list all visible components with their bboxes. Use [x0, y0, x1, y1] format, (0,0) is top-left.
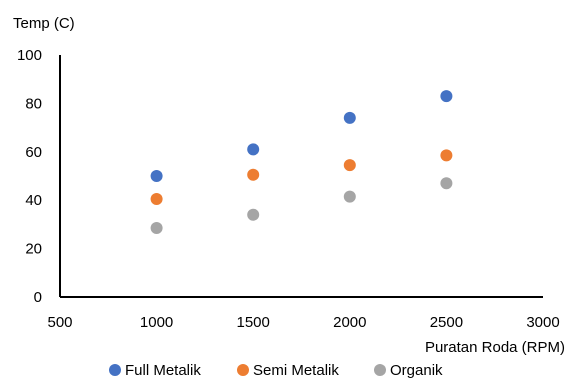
legend: Full Metalik Semi Metalik Organik [109, 362, 443, 379]
legend-marker-organik [374, 364, 386, 376]
x-axis-ticks: 500 1000 1500 2000 2500 3000 [47, 314, 559, 331]
point-full-metalik [247, 143, 260, 156]
legend-marker-full-metalik [109, 364, 121, 376]
point-full-metalik [440, 90, 453, 103]
y-tick-label: 80 [25, 95, 42, 112]
y-axis-ticks: 0 20 40 60 80 100 [17, 47, 42, 306]
point-semi-metalik [247, 168, 260, 181]
point-semi-metalik [343, 159, 356, 172]
x-tick-label: 3000 [526, 314, 559, 331]
y-tick-label: 100 [17, 47, 42, 64]
point-semi-metalik [150, 192, 163, 205]
x-tick-label: 1000 [140, 314, 173, 331]
point-semi-metalik [440, 149, 453, 162]
y-tick-label: 0 [34, 289, 42, 306]
data-points [150, 90, 453, 235]
x-tick-label: 2500 [430, 314, 463, 331]
x-axis-title: Puratan Roda (RPM) [425, 339, 565, 356]
legend-marker-semi-metalik [237, 364, 249, 376]
x-tick-label: 500 [47, 314, 72, 331]
x-tick-label: 2000 [333, 314, 366, 331]
point-organik [150, 222, 163, 235]
legend-label-full-metalik: Full Metalik [125, 362, 201, 379]
y-tick-label: 20 [25, 241, 42, 258]
x-tick-label: 1500 [237, 314, 270, 331]
y-tick-label: 60 [25, 144, 42, 161]
point-full-metalik [343, 111, 356, 124]
point-organik [343, 190, 356, 203]
y-axis-title: Temp (C) [13, 15, 75, 32]
point-full-metalik [150, 170, 163, 182]
legend-label-semi-metalik: Semi Metalik [253, 362, 339, 379]
legend-label-organik: Organik [390, 362, 443, 379]
axes [59, 55, 543, 298]
point-organik [247, 208, 260, 221]
point-organik [440, 177, 453, 190]
y-tick-label: 40 [25, 192, 42, 209]
